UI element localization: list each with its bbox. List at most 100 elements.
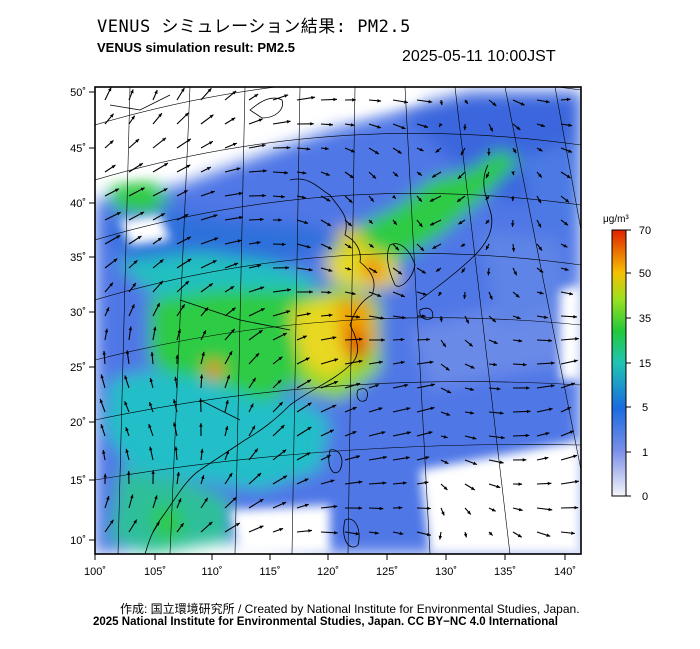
wind-arrow-head <box>435 268 440 272</box>
wind-arrow-head <box>461 268 466 273</box>
lon-tick-label: 100˚ <box>84 566 106 578</box>
lon-tick-label: 130˚ <box>435 566 457 578</box>
wind-arrow-head <box>262 193 266 198</box>
colorbar-tick: 5 <box>642 402 648 414</box>
wind-arrow-head <box>109 113 114 118</box>
wind-arrow-head <box>128 326 133 331</box>
wind-arrow-head <box>496 387 501 391</box>
wind-arrow-head <box>402 481 407 485</box>
wind-arrow-head <box>280 425 285 429</box>
wind-arrow-head <box>356 455 361 459</box>
wind-arrow-head <box>538 173 542 178</box>
wind-arrow-head <box>550 361 555 365</box>
wind-arrow-head <box>538 246 543 251</box>
wind-arrow-head <box>426 532 431 537</box>
wind-arrow-head <box>125 427 129 432</box>
wind-arrow-head <box>149 446 153 451</box>
lat-tick-label: 50˚ <box>70 87 86 99</box>
wind-arrow-head <box>430 406 435 411</box>
wind-arrow-head <box>162 137 166 142</box>
wind-arrow-head <box>465 319 469 324</box>
wind-arrow-head <box>140 211 145 216</box>
wind-arrow-head <box>575 337 579 341</box>
wind-arrow-head <box>113 258 118 263</box>
wind-arrow-head <box>571 531 575 535</box>
wind-arrow-head <box>382 481 387 485</box>
wind-arrow-head <box>568 123 573 127</box>
wind-arrow-head <box>184 112 189 117</box>
copyright-line: 2025 National Institute for Environmenta… <box>93 616 558 628</box>
wind-arrow-head <box>208 141 213 145</box>
wind-arrow-head <box>381 338 385 342</box>
wind-arrow-head <box>488 531 493 536</box>
wind-arrow-head <box>404 100 408 104</box>
wind-arrow-head <box>493 362 497 367</box>
wind-arrow-head <box>131 115 135 120</box>
wind-arrow-head <box>330 479 335 483</box>
wind-arrow-head <box>470 411 474 415</box>
wind-arrow-head <box>548 338 553 343</box>
wind-arrow-head <box>234 262 239 266</box>
wind-arrow-head <box>566 174 571 179</box>
wind-arrow-head <box>174 376 178 381</box>
wind-arrow-head <box>329 429 334 433</box>
colorbar-tick: 15 <box>639 358 651 370</box>
wind-arrow-head <box>327 222 332 226</box>
wind-arrow-head <box>431 174 436 178</box>
wind-arrow-head <box>200 448 204 453</box>
wind-arrow-head <box>204 497 208 502</box>
wind-arrow-head <box>232 142 237 147</box>
wind-arrow-head <box>138 163 143 167</box>
wind-arrow-head <box>393 220 397 225</box>
wind-arrow-head <box>417 172 422 176</box>
wind-arrow-head <box>326 197 331 202</box>
wind-arrow-head <box>201 351 205 356</box>
wind-arrow-head <box>569 291 574 296</box>
wind-arrow-head <box>180 523 184 527</box>
wind-arrow-head <box>302 171 307 175</box>
lon-tick-label: 120˚ <box>317 566 339 578</box>
wind-arrow-head <box>306 147 311 151</box>
wind-arrow-head <box>213 214 218 218</box>
wind-arrow-head <box>333 504 338 509</box>
wind-arrow-head <box>206 167 211 171</box>
wind-arrow-head <box>159 259 164 264</box>
wind-arrow-head <box>392 195 396 199</box>
wind-arrow-head <box>148 424 152 429</box>
wind-arrow-head <box>186 138 191 143</box>
wind-arrow-head <box>114 188 119 192</box>
wind-arrow-head <box>352 407 357 411</box>
wind-arrow-head <box>156 302 160 307</box>
wind-arrow-head <box>418 223 423 227</box>
wind-arrow-head <box>284 170 289 175</box>
wind-arrow-head <box>306 244 311 249</box>
wind-arrow-head <box>332 404 337 409</box>
wind-arrow-head <box>306 312 311 316</box>
wind-arrow-head <box>568 149 573 153</box>
wind-arrow-head <box>157 237 162 242</box>
wind-arrow-head <box>347 222 352 227</box>
wind-arrow-head <box>309 290 313 294</box>
wind-arrow-head <box>187 258 192 263</box>
wind-arrow-head <box>397 150 402 154</box>
wind-arrow-head <box>369 244 374 248</box>
wind-arrow-head <box>164 163 168 167</box>
wind-arrow-head <box>258 330 263 334</box>
wind-arrow-head <box>432 245 437 249</box>
wind-arrow-head <box>374 531 379 535</box>
wind-arrow-head <box>424 481 429 485</box>
wind-arrow-head <box>230 286 235 290</box>
wind-arrow-head <box>328 313 333 317</box>
wind-arrow-head <box>545 99 550 104</box>
wind-arrow-head <box>420 247 425 251</box>
wind-arrow-head <box>563 244 568 248</box>
wind-arrow-head <box>350 123 355 127</box>
map-frame <box>94 86 582 555</box>
wind-arrow-head <box>202 330 206 335</box>
wind-arrow-head <box>279 401 283 406</box>
wind-arrow-head <box>430 222 435 226</box>
wind-arrow-head <box>499 460 504 464</box>
wind-arrow-head <box>377 293 382 297</box>
wind-arrow-head <box>400 360 405 365</box>
wind-arrow-head <box>462 295 467 299</box>
